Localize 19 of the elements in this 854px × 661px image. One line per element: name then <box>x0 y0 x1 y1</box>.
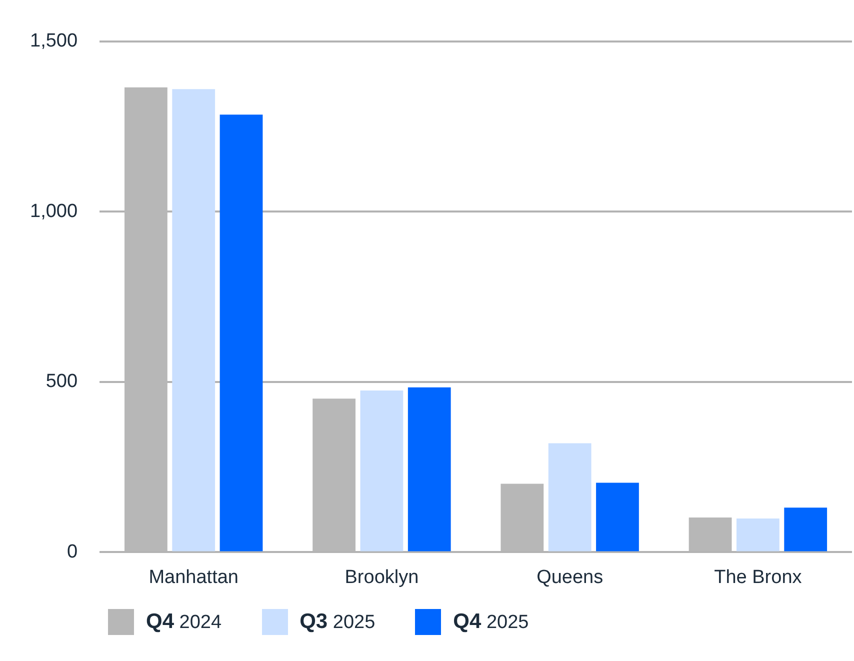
bar <box>596 482 639 552</box>
bar <box>736 518 780 552</box>
bar <box>172 89 216 552</box>
bar <box>408 387 451 552</box>
bar <box>784 508 828 552</box>
x-tick-label: Manhattan <box>148 566 238 588</box>
y-tick-label: 500 <box>46 371 78 392</box>
y-tick-label: 1,500 <box>30 30 78 52</box>
x-tick-label: Brooklyn <box>344 566 419 588</box>
legend-label: Q4 2025 <box>453 610 529 633</box>
y-tick-label: 0 <box>66 541 78 562</box>
bar <box>220 114 263 552</box>
legend-label: Q3 2025 <box>300 610 376 633</box>
bar <box>360 390 404 552</box>
legend-label: Q4 2024 <box>146 610 222 633</box>
bar <box>548 443 592 552</box>
y-tick-label: 1,000 <box>30 200 78 222</box>
x-tick-label: Queens <box>536 566 604 588</box>
x-tick-label: The Bronx <box>714 566 802 588</box>
